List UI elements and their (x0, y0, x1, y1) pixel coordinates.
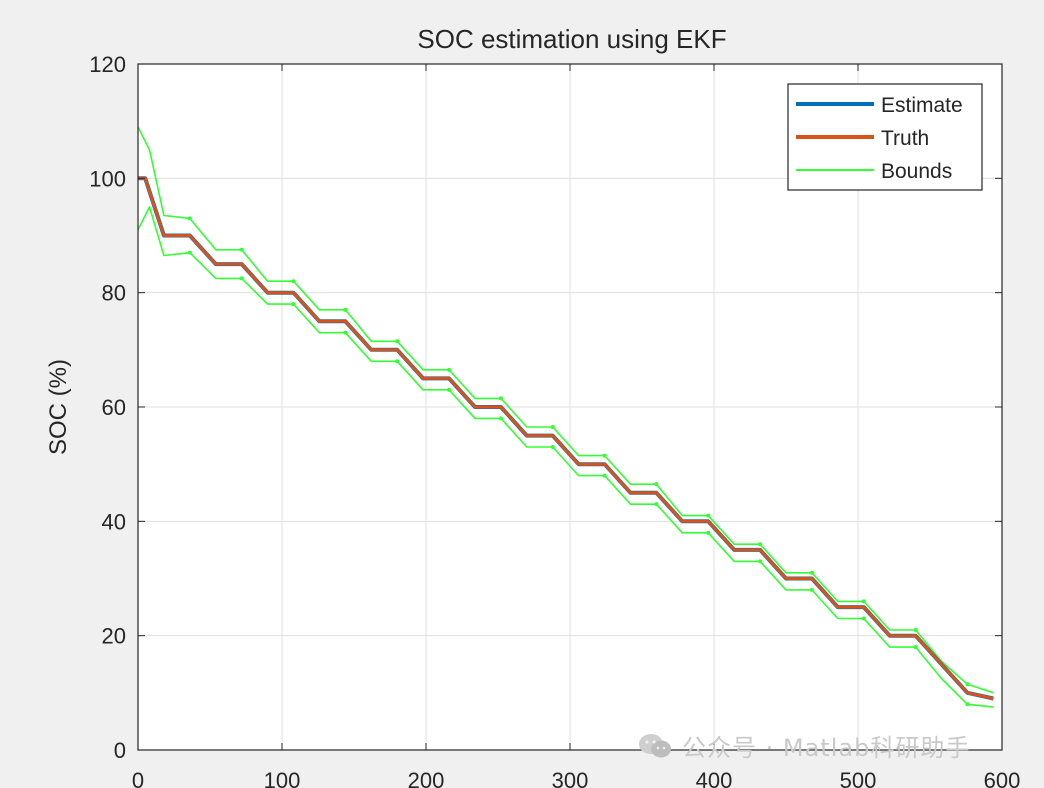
y-tick-labels: 0 20 40 60 80 100 120 (89, 52, 126, 763)
bound-marker (550, 425, 555, 430)
bound-marker (913, 627, 918, 632)
y-tick-label: 100 (89, 166, 126, 191)
y-axis-label: SOC (%) (45, 359, 72, 455)
bound-marker (913, 645, 918, 650)
x-tick-labels: 0 100 200 300 400 500 600 (132, 768, 1020, 788)
y-tick-label: 120 (89, 52, 126, 77)
bound-marker (706, 530, 711, 535)
bound-marker (447, 367, 452, 372)
legend: Estimate Truth Bounds (787, 83, 983, 191)
legend-label-truth: Truth (881, 127, 929, 150)
bound-marker (498, 396, 503, 401)
x-tick-label: 200 (408, 768, 445, 788)
bound-marker (809, 587, 814, 592)
x-tick-label: 0 (132, 768, 144, 788)
bound-marker (550, 445, 555, 450)
y-tick-label: 80 (102, 281, 126, 306)
bound-marker (654, 502, 659, 507)
bound-marker (861, 616, 866, 621)
x-tick-label: 300 (552, 768, 589, 788)
legend-label-estimate: Estimate (881, 94, 963, 117)
bound-marker (706, 513, 711, 518)
wechat-icon (638, 732, 672, 760)
x-tick-label: 600 (984, 768, 1021, 788)
bound-marker (758, 559, 763, 564)
chart-title: SOC estimation using EKF (417, 24, 726, 54)
bound-marker (654, 482, 659, 487)
bound-marker (343, 330, 348, 335)
watermark-text: 公众号 · Matlab科研助手 (682, 734, 971, 762)
bound-marker (965, 682, 970, 687)
bound-marker (395, 339, 400, 344)
bound-marker (447, 387, 452, 392)
y-tick-label: 0 (114, 738, 126, 763)
bound-marker (602, 453, 607, 458)
bound-marker (602, 473, 607, 478)
bound-marker (239, 276, 244, 281)
x-tick-label: 500 (840, 768, 877, 788)
series-line-truth (138, 176, 994, 700)
bound-marker (291, 279, 296, 284)
bound-marker (291, 302, 296, 307)
y-tick-label: 20 (102, 624, 126, 649)
x-tick-label: 400 (696, 768, 733, 788)
bound-marker (861, 599, 866, 604)
bound-marker (809, 570, 814, 575)
y-tick-label: 40 (102, 509, 126, 534)
bound-marker (343, 307, 348, 312)
bound-marker (395, 359, 400, 364)
bound-marker (187, 250, 192, 255)
legend-label-bounds: Bounds (881, 160, 952, 183)
y-tick-label: 60 (102, 395, 126, 420)
bound-marker (187, 216, 192, 221)
bound-marker (965, 702, 970, 707)
tick-marks (137, 63, 1003, 751)
x-tick-label: 100 (264, 768, 301, 788)
bound-marker (239, 247, 244, 252)
watermark: 公众号 · Matlab科研助手 (638, 728, 970, 763)
bound-marker (758, 542, 763, 547)
bound-marker (498, 416, 503, 421)
series-group (137, 126, 994, 708)
